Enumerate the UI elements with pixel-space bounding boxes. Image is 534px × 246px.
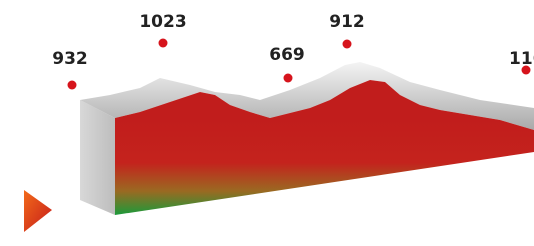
- play-icon[interactable]: [24, 190, 52, 232]
- point-label: 669: [269, 45, 305, 65]
- profile-side: [80, 100, 115, 215]
- point-label: 1023: [139, 12, 186, 32]
- point-dot: [284, 74, 293, 83]
- point-dot: [159, 39, 168, 48]
- point-label: 912: [329, 12, 365, 32]
- point-label: 932: [52, 49, 88, 69]
- point-dot: [68, 81, 77, 90]
- elevation-profile: 932 1023 669 912 116: [0, 0, 534, 246]
- point-label: 116: [509, 49, 534, 69]
- point-labels: 932 1023 669 912 116: [52, 12, 534, 90]
- point-dot: [343, 40, 352, 49]
